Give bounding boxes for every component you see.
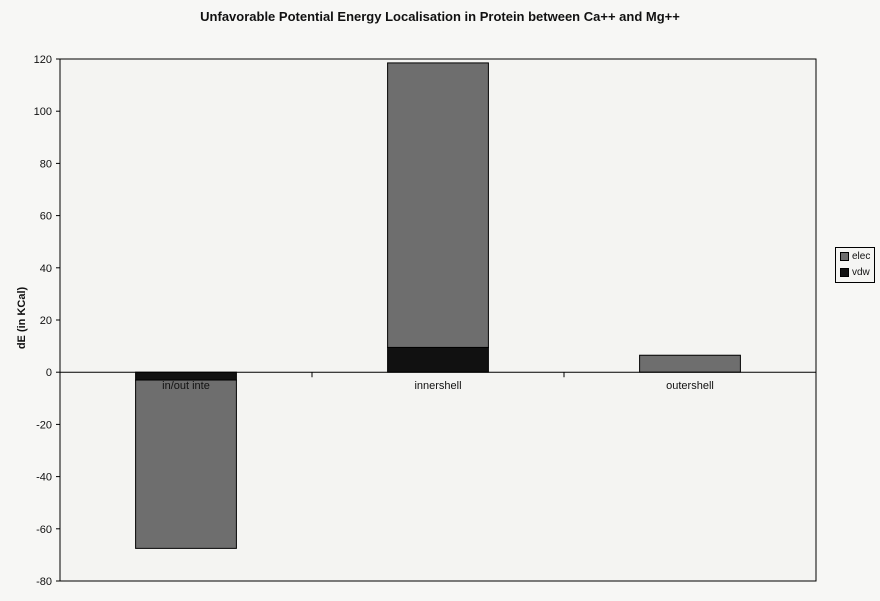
legend-label-elec: elec [852, 250, 871, 262]
y-tick-label: 0 [46, 367, 52, 379]
legend-swatch-vdw [840, 267, 849, 277]
x-category-label: innershell [414, 380, 461, 392]
y-tick-label: 80 [40, 158, 52, 170]
x-category-label: outershell [666, 380, 714, 392]
x-category-label: in/out inte [162, 380, 210, 392]
y-tick-label: -80 [36, 576, 52, 588]
bar-vdw-0 [135, 371, 237, 381]
y-tick-label: 40 [40, 263, 52, 275]
legend-item-vdw: vdw [836, 264, 874, 280]
bar-vdw-1 [387, 346, 489, 373]
bar-elec-1 [387, 62, 489, 348]
chart-title: Unfavorable Potential Energy Localisatio… [200, 9, 680, 24]
legend-item-elec: elec [836, 248, 874, 264]
y-tick-label: -60 [36, 524, 52, 536]
legend-label-vdw: vdw [852, 266, 870, 278]
legend-swatch-elec [840, 251, 849, 261]
y-tick-label: 20 [40, 315, 52, 327]
y-tick-label: 60 [40, 211, 52, 223]
y-tick-label: 100 [34, 106, 52, 118]
bar-elec-2 [639, 354, 741, 373]
legend: elec vdw [835, 247, 875, 283]
y-tick-label: -40 [36, 472, 52, 484]
bar-elec-0 [135, 379, 237, 549]
y-tick-label: -20 [36, 419, 52, 431]
y-tick-label: 120 [34, 54, 52, 66]
